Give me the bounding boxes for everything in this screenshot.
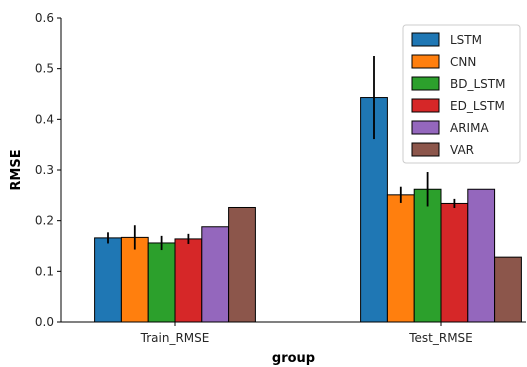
y-tick-label: 0.3 <box>35 163 54 177</box>
legend-swatch-arima <box>411 120 440 135</box>
bar-bd_lstm-train_rmse <box>147 242 176 323</box>
bar-arima-test_rmse <box>467 188 496 323</box>
legend-label-bd_lstm: BD_LSTM <box>450 77 505 91</box>
bar-var-test_rmse <box>494 256 522 323</box>
legend-swatch-cnn <box>411 54 440 69</box>
x-tick-label: Test_RMSE <box>408 331 473 345</box>
y-tick-label: 0.4 <box>35 112 54 126</box>
y-tick-label: 0.2 <box>35 214 54 228</box>
axes-layer: 0.0 0.1 0.2 0.3 0.4 0.5 0.6 Train_RMSE Test_RMSE <box>35 11 526 345</box>
legend-label-cnn: CNN <box>450 55 476 69</box>
bar-cnn-train_rmse <box>120 236 149 323</box>
y-tick-label: 0.0 <box>35 315 54 329</box>
x-tick-label: Train_RMSE <box>140 331 210 345</box>
y-axis-label: RMSE <box>9 149 24 190</box>
bar-cnn-test_rmse <box>386 194 415 323</box>
legend-label-arima: ARIMA <box>450 121 489 135</box>
legend-label-lstm: LSTM <box>450 33 482 47</box>
y-tick-label: 0.6 <box>35 11 54 25</box>
legend-swatch-var <box>411 142 440 157</box>
bar-bd_lstm-test_rmse <box>413 188 442 323</box>
legend-swatch-lstm <box>411 32 440 47</box>
legend-label-var: VAR <box>450 143 474 157</box>
bar-lstm-train_rmse <box>94 237 122 323</box>
legend: LSTM CNN BD_LSTM ED_LSTM ARIMA VAR <box>402 24 521 164</box>
legend-label-ed_lstm: ED_LSTM <box>450 99 505 113</box>
bars-layer <box>94 97 522 323</box>
legend-swatch-bd_lstm <box>411 76 440 91</box>
y-tick-label: 0.5 <box>35 62 54 76</box>
y-tick-label: 0.1 <box>35 264 54 278</box>
bar-ed_lstm-test_rmse <box>440 202 469 323</box>
legend-swatch-ed_lstm <box>411 98 440 113</box>
bar-ed_lstm-train_rmse <box>174 238 203 323</box>
bar-var-train_rmse <box>228 206 256 323</box>
bar-arima-train_rmse <box>201 226 230 323</box>
errorbars-layer <box>107 56 456 251</box>
x-axis-label: group <box>272 351 315 366</box>
